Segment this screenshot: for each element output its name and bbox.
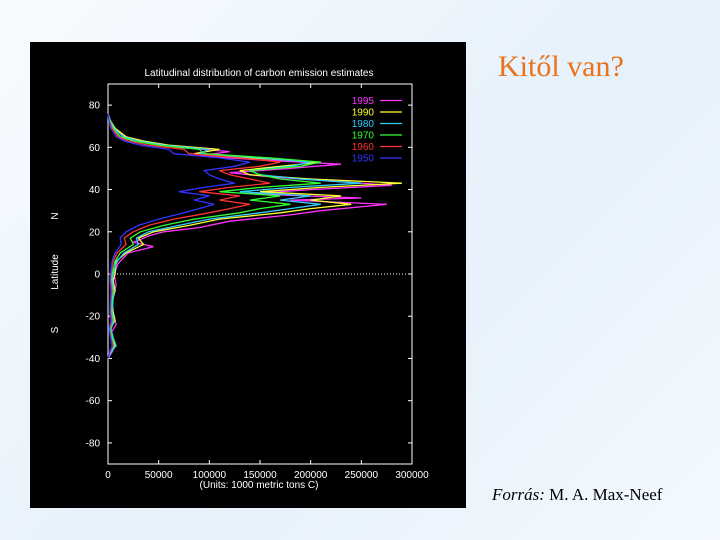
source-credit: Forrás: M. A. Max-Neef	[492, 485, 662, 505]
series-line-1980	[107, 113, 362, 359]
chart-series	[107, 113, 402, 359]
series-line-1950	[107, 113, 251, 359]
chart-axes: 80 60 40 20 0 -20 -40 -60 -80 0 50000 100000 150000 2…	[86, 83, 429, 481]
legend-label-1950: 1950	[352, 154, 375, 165]
x-tick-label: 50000	[145, 470, 173, 481]
y-tick-label: -20	[86, 312, 101, 323]
legend-label-1990: 1990	[352, 108, 375, 119]
y-tick-label: 40	[89, 185, 101, 196]
y-tick-label: 0	[94, 270, 100, 281]
x-tick-label: 150000	[243, 470, 277, 481]
series-line-1995	[107, 115, 392, 359]
x-tick-label: 100000	[193, 470, 227, 481]
slide-title: Kitől van?	[498, 50, 624, 83]
legend-label-1960: 1960	[352, 142, 375, 153]
x-tick-label: 300000	[395, 470, 429, 481]
y-tick-label: 20	[89, 227, 101, 238]
chart-panel: 80 60 40 20 0 -20 -40 -60 -80 0 50000 100000 150000 2…	[30, 42, 466, 508]
x-tick-label: 200000	[294, 470, 328, 481]
chart-y-axis-label-south: S	[50, 326, 61, 333]
series-line-1970	[107, 113, 321, 359]
y-tick-label: 80	[89, 101, 101, 112]
source-author: M. A. Max-Neef	[544, 485, 663, 504]
source-label: Forrás:	[492, 485, 545, 504]
y-tick-label: 60	[89, 143, 101, 154]
chart-x-axis-label: (Units: 1000 metric tons C)	[200, 480, 319, 491]
y-tick-label: -60	[86, 396, 101, 407]
legend-label-1995: 1995	[352, 96, 375, 107]
x-tick-label: 0	[105, 470, 111, 481]
x-tick-label: 250000	[345, 470, 379, 481]
y-tick-label: -80	[86, 438, 101, 449]
chart-title: Latitudinal distribution of carbon emiss…	[144, 68, 373, 79]
chart-y-axis-label-north: N	[50, 212, 61, 219]
chart-y-axis-label: Latitude	[50, 254, 61, 290]
carbon-emission-chart: 80 60 40 20 0 -20 -40 -60 -80 0 50000 100000 150000 2…	[50, 68, 429, 491]
legend-label-1970: 1970	[352, 131, 375, 142]
y-tick-label: -40	[86, 354, 101, 365]
legend-label-1980: 1980	[352, 119, 375, 130]
